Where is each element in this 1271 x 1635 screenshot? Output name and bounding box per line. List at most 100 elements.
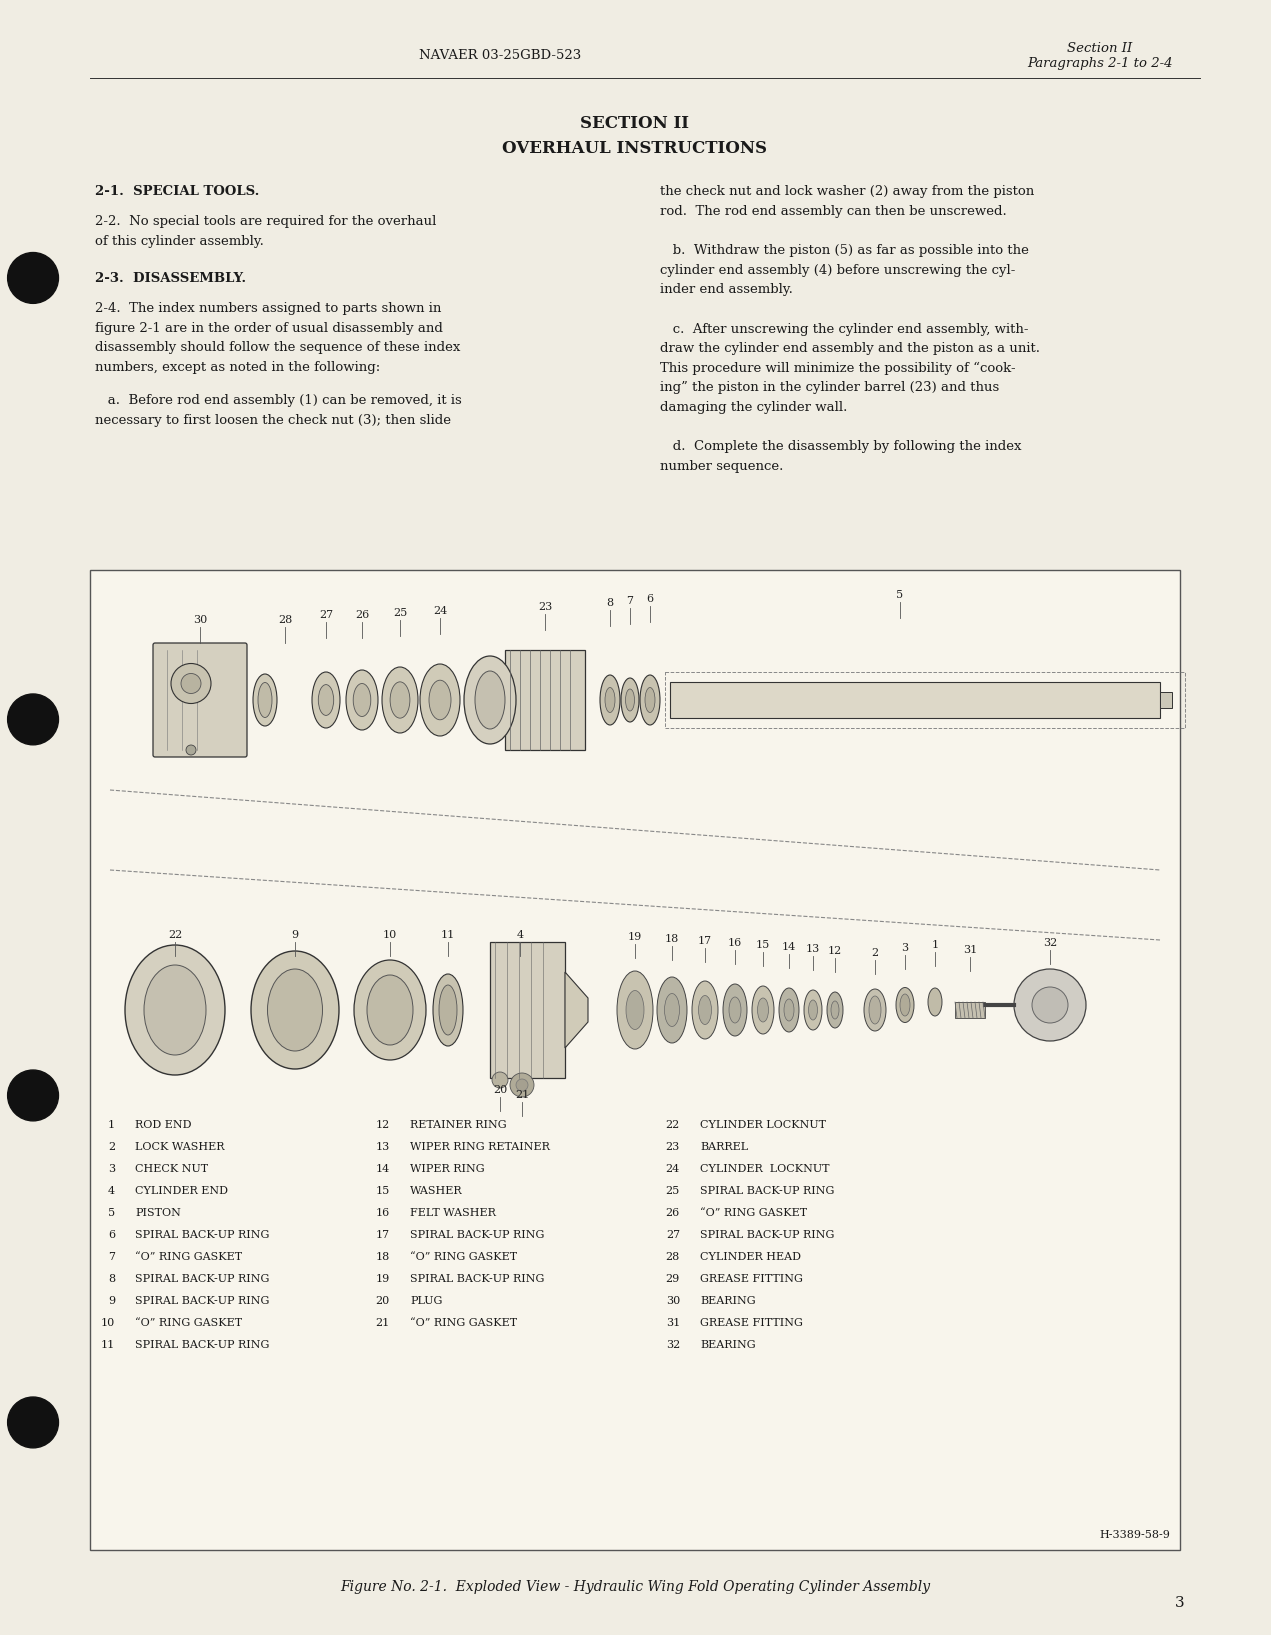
Ellipse shape <box>758 997 769 1022</box>
Text: FELT WASHER: FELT WASHER <box>411 1208 496 1218</box>
Text: 32: 32 <box>1043 938 1057 948</box>
Bar <box>670 682 1160 718</box>
Text: CYLINDER LOCKNUT: CYLINDER LOCKNUT <box>700 1120 826 1130</box>
Ellipse shape <box>258 682 272 718</box>
Text: Figure No. 2-1.  Exploded View - Hydraulic Wing Fold Operating Cylinder Assembly: Figure No. 2-1. Exploded View - Hydrauli… <box>339 1579 930 1594</box>
Text: CYLINDER END: CYLINDER END <box>135 1185 228 1195</box>
Text: 22: 22 <box>168 930 182 940</box>
Text: number sequence.: number sequence. <box>660 459 783 473</box>
Text: BARREL: BARREL <box>700 1141 749 1153</box>
Text: c.  After unscrewing the cylinder end assembly, with-: c. After unscrewing the cylinder end ass… <box>660 322 1028 335</box>
Text: necessary to first loosen the check nut (3); then slide: necessary to first loosen the check nut … <box>95 414 451 427</box>
Text: SPIRAL BACK-UP RING: SPIRAL BACK-UP RING <box>135 1274 269 1283</box>
Text: WIPER RING RETAINER: WIPER RING RETAINER <box>411 1141 550 1153</box>
FancyBboxPatch shape <box>153 643 247 757</box>
Bar <box>505 651 585 750</box>
Circle shape <box>172 664 211 703</box>
Text: 10: 10 <box>100 1318 114 1328</box>
Ellipse shape <box>125 945 225 1074</box>
Bar <box>955 1002 985 1019</box>
Ellipse shape <box>779 988 799 1032</box>
Text: SPIRAL BACK-UP RING: SPIRAL BACK-UP RING <box>411 1230 544 1239</box>
Text: 11: 11 <box>100 1341 114 1351</box>
Ellipse shape <box>827 992 843 1028</box>
Text: 19: 19 <box>628 932 642 942</box>
Text: 29: 29 <box>666 1274 680 1283</box>
Circle shape <box>1014 970 1085 1041</box>
Text: 2-4.  The index numbers assigned to parts shown in: 2-4. The index numbers assigned to parts… <box>95 302 441 316</box>
Text: disassembly should follow the sequence of these index: disassembly should follow the sequence o… <box>95 342 460 355</box>
Ellipse shape <box>627 991 644 1030</box>
Circle shape <box>8 1069 58 1122</box>
Circle shape <box>516 1079 527 1091</box>
Text: 30: 30 <box>666 1297 680 1306</box>
Ellipse shape <box>641 675 660 724</box>
Text: LOCK WASHER: LOCK WASHER <box>135 1141 225 1153</box>
Text: CYLINDER  LOCKNUT: CYLINDER LOCKNUT <box>700 1164 830 1174</box>
Text: a.  Before rod end assembly (1) can be removed, it is: a. Before rod end assembly (1) can be re… <box>95 394 461 407</box>
Text: 3: 3 <box>1176 1596 1185 1610</box>
Text: SECTION II: SECTION II <box>581 114 689 132</box>
Ellipse shape <box>433 974 463 1046</box>
Text: 8: 8 <box>108 1274 114 1283</box>
Text: 2-2.  No special tools are required for the overhaul: 2-2. No special tools are required for t… <box>95 214 436 227</box>
Text: 12: 12 <box>827 947 843 956</box>
Text: 13: 13 <box>376 1141 390 1153</box>
Text: BEARING: BEARING <box>700 1297 756 1306</box>
Ellipse shape <box>353 683 371 716</box>
Circle shape <box>492 1073 508 1087</box>
Text: 4: 4 <box>516 930 524 940</box>
Text: 25: 25 <box>666 1185 680 1195</box>
Text: 23: 23 <box>666 1141 680 1153</box>
Text: H-3389-58-9: H-3389-58-9 <box>1099 1530 1171 1540</box>
Text: the check nut and lock washer (2) away from the piston: the check nut and lock washer (2) away f… <box>660 185 1035 198</box>
Ellipse shape <box>869 996 881 1024</box>
Text: This procedure will minimize the possibility of “cook-: This procedure will minimize the possibi… <box>660 361 1016 374</box>
Text: 6: 6 <box>647 594 653 603</box>
Text: GREASE FITTING: GREASE FITTING <box>700 1274 803 1283</box>
Text: 9: 9 <box>291 930 299 940</box>
Ellipse shape <box>730 997 741 1024</box>
Ellipse shape <box>665 994 680 1027</box>
Text: 11: 11 <box>441 930 455 940</box>
Text: 30: 30 <box>193 615 207 625</box>
Ellipse shape <box>267 970 323 1051</box>
Text: BEARING: BEARING <box>700 1341 756 1351</box>
Text: 24: 24 <box>666 1164 680 1174</box>
Text: 25: 25 <box>393 608 407 618</box>
Ellipse shape <box>464 656 516 744</box>
Ellipse shape <box>808 1001 817 1020</box>
Text: PISTON: PISTON <box>135 1208 180 1218</box>
Text: 5: 5 <box>108 1208 114 1218</box>
Ellipse shape <box>864 989 886 1032</box>
Circle shape <box>510 1073 534 1097</box>
Ellipse shape <box>318 685 334 716</box>
Ellipse shape <box>805 991 822 1030</box>
Circle shape <box>8 252 58 304</box>
Text: 22: 22 <box>666 1120 680 1130</box>
Ellipse shape <box>144 965 206 1055</box>
Text: 23: 23 <box>538 602 552 611</box>
Text: 3: 3 <box>901 943 909 953</box>
Text: 12: 12 <box>376 1120 390 1130</box>
Ellipse shape <box>311 672 341 728</box>
Text: 14: 14 <box>376 1164 390 1174</box>
Text: 28: 28 <box>278 615 292 625</box>
Text: ROD END: ROD END <box>135 1120 192 1130</box>
Text: Section II: Section II <box>1068 43 1132 56</box>
Text: 7: 7 <box>627 597 633 607</box>
Ellipse shape <box>438 984 458 1035</box>
Text: 24: 24 <box>433 607 447 616</box>
Ellipse shape <box>644 687 655 713</box>
Text: 18: 18 <box>665 934 679 943</box>
Text: 26: 26 <box>355 610 369 620</box>
Text: “O” RING GASKET: “O” RING GASKET <box>135 1252 241 1262</box>
Text: 21: 21 <box>515 1091 529 1100</box>
Text: 15: 15 <box>376 1185 390 1195</box>
Ellipse shape <box>900 994 910 1015</box>
Ellipse shape <box>383 667 418 732</box>
Ellipse shape <box>605 687 615 713</box>
Text: 4: 4 <box>108 1185 114 1195</box>
Ellipse shape <box>390 682 411 718</box>
Text: numbers, except as noted in the following:: numbers, except as noted in the followin… <box>95 360 380 373</box>
